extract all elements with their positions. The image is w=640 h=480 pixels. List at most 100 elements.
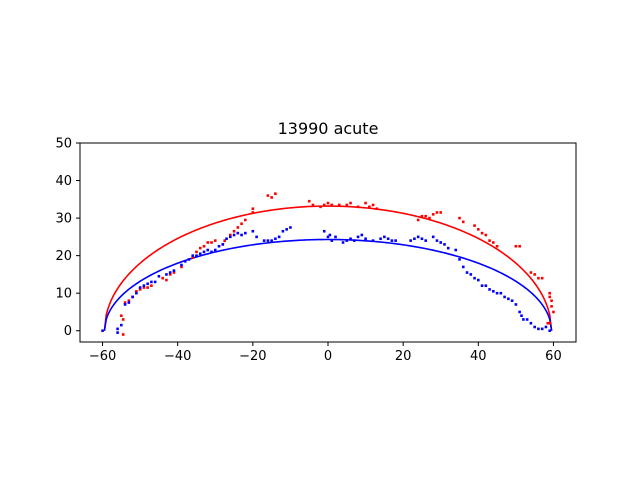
data-point [550, 305, 553, 308]
data-point [428, 216, 431, 220]
data-point [488, 288, 491, 291]
y-tick-label: 10 [55, 287, 72, 302]
data-point [533, 273, 536, 276]
data-point [431, 235, 435, 239]
data-point [413, 237, 416, 241]
data-point [439, 211, 443, 214]
data-point [187, 258, 191, 261]
data-point [443, 243, 446, 246]
data-point [240, 222, 243, 226]
data-point [116, 331, 119, 334]
data-point [251, 229, 255, 233]
data-point [251, 211, 255, 214]
data-point [492, 241, 495, 244]
data-point [349, 201, 352, 205]
data-point [281, 229, 285, 233]
data-point [420, 214, 424, 218]
data-point [172, 271, 176, 274]
data-point [217, 244, 221, 248]
data-point [379, 237, 382, 241]
data-point [120, 314, 123, 318]
data-point [514, 303, 518, 306]
data-point [548, 321, 551, 325]
data-point [353, 239, 356, 242]
data-point [326, 201, 330, 205]
data-point [473, 276, 476, 280]
data-point [266, 239, 270, 242]
data-point [345, 239, 349, 242]
data-point [195, 250, 198, 254]
data-point [525, 318, 529, 321]
y-tick-label: 40 [55, 174, 72, 189]
data-point [229, 235, 232, 239]
data-point [473, 224, 476, 227]
data-point [510, 299, 514, 302]
data-point [277, 235, 281, 239]
data-point [492, 290, 495, 293]
data-point [371, 203, 375, 207]
data-point [409, 239, 412, 242]
data-point [240, 233, 243, 237]
data-point [191, 254, 195, 257]
x-tick-label: −40 [164, 349, 191, 364]
data-point [150, 280, 153, 284]
data-point [446, 246, 450, 250]
data-point [431, 213, 435, 216]
data-point [461, 265, 465, 269]
data-point [183, 259, 187, 263]
data-point [232, 229, 236, 233]
data-point [529, 321, 533, 325]
data-point [544, 325, 548, 329]
x-tick-label: 40 [470, 349, 487, 364]
data-point [266, 194, 270, 197]
data-point [480, 231, 484, 235]
data-point [507, 297, 510, 301]
data-point [439, 241, 443, 244]
data-point [477, 278, 480, 282]
data-point [330, 203, 334, 207]
data-point [465, 271, 469, 274]
data-point [330, 239, 334, 242]
data-point [503, 295, 506, 299]
data-point [349, 237, 352, 241]
y-tick-label: 50 [55, 137, 72, 152]
data-point [416, 235, 420, 239]
data-points [101, 192, 555, 336]
data-point [135, 290, 138, 293]
data-point [262, 239, 266, 242]
data-point [548, 295, 551, 299]
data-point [328, 233, 332, 237]
data-point [345, 203, 349, 207]
data-point [383, 235, 386, 239]
data-point [533, 325, 536, 329]
data-point [356, 205, 360, 209]
data-point [198, 252, 202, 256]
data-point [123, 301, 127, 304]
data-point [168, 273, 172, 276]
data-point [221, 243, 225, 246]
data-point [469, 273, 473, 276]
data-point [202, 244, 206, 248]
data-point [424, 239, 427, 242]
data-point [520, 314, 523, 318]
data-point [165, 278, 168, 282]
data-point [165, 273, 168, 276]
data-point [375, 207, 379, 211]
data-point [251, 207, 255, 211]
data-point [518, 244, 521, 248]
data-point [229, 233, 232, 237]
data-point [484, 284, 488, 287]
data-point [424, 214, 427, 218]
data-point [135, 291, 138, 295]
y-tick-label: 30 [55, 212, 72, 227]
data-point [142, 284, 146, 287]
data-point [213, 248, 217, 252]
data-point [454, 248, 458, 252]
data-point [225, 237, 228, 241]
data-point [180, 265, 183, 269]
data-point [180, 263, 183, 267]
data-point [121, 333, 125, 336]
data-point [522, 318, 525, 321]
data-point [529, 271, 533, 274]
fit-curve [103, 238, 553, 331]
